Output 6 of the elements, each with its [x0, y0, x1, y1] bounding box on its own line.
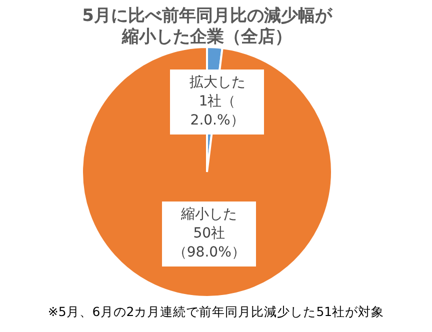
- chart-title: 5月に比べ前年同月比の減少幅が縮小した企業（全店）: [81, 6, 334, 48]
- data-label: 1社（ 2.0.%）: [189, 92, 246, 131]
- slice-label: 拡大した: [188, 74, 246, 93]
- text: ※5月、6月の2カ月連続で前年同月比減少した51社が対象: [46, 304, 386, 321]
- data-label: 50社（98.0%）: [172, 224, 246, 263]
- slice-label: 縮小した: [180, 206, 238, 225]
